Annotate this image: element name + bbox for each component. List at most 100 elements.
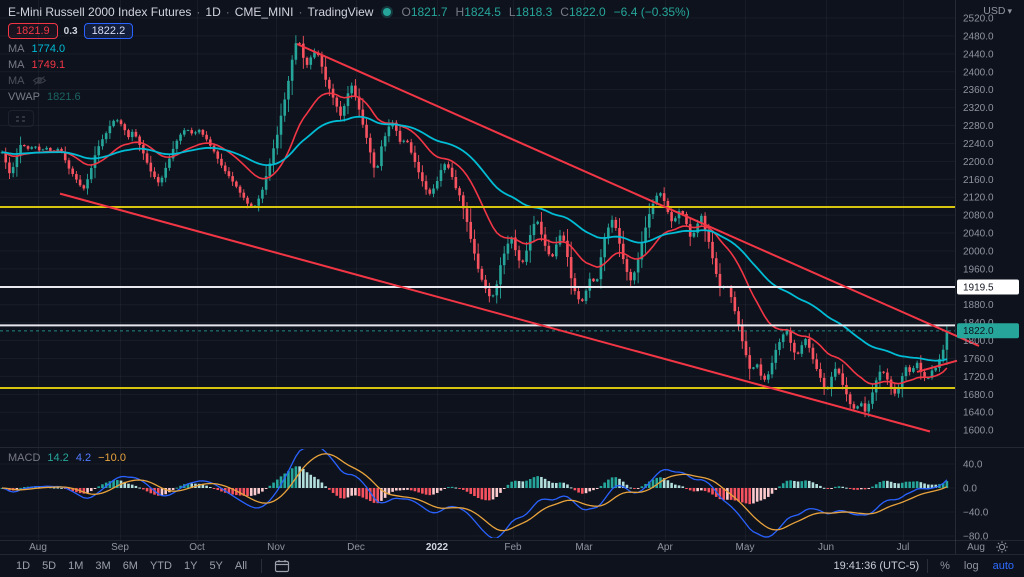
buy-button[interactable]: 1822.2 bbox=[83, 23, 134, 39]
price-axis-currency-selector[interactable]: USD ▾ bbox=[983, 5, 1012, 17]
ma-slow-line bbox=[1, 115, 948, 362]
macd-title: MACD bbox=[8, 452, 41, 464]
close-value: 1822.0 bbox=[568, 5, 606, 19]
toolbar-divider bbox=[261, 559, 263, 573]
svg-text:1800.0: 1800.0 bbox=[963, 336, 994, 347]
svg-text:0.0: 0.0 bbox=[963, 484, 977, 495]
range-button-ytd[interactable]: YTD bbox=[149, 560, 172, 572]
high-key: H bbox=[455, 5, 465, 19]
symbol-title-row[interactable]: E-Mini Russell 2000 Index Futures · 1D ·… bbox=[8, 5, 698, 19]
chevron-down-icon: ▾ bbox=[1007, 5, 1012, 16]
indicator-row-vwap[interactable]: VWAP 1821.6 bbox=[8, 90, 698, 103]
svg-text:Apr: Apr bbox=[657, 542, 673, 553]
indicator-value: 1749.1 bbox=[31, 58, 66, 71]
svg-text:Sep: Sep bbox=[111, 542, 129, 553]
exchange-label[interactable]: CME_MINI bbox=[234, 5, 294, 19]
svg-text:2480.0: 2480.0 bbox=[963, 31, 994, 42]
last-price-label: 1822.0 bbox=[957, 323, 1019, 339]
range-button-3m[interactable]: 3M bbox=[95, 560, 111, 572]
svg-text:Aug: Aug bbox=[29, 542, 47, 553]
svg-text:1880.0: 1880.0 bbox=[963, 300, 994, 311]
macd-hist-value: 14.2 bbox=[47, 452, 69, 464]
provider-label[interactable]: TradingView bbox=[307, 5, 374, 19]
svg-text:2120.0: 2120.0 bbox=[963, 193, 994, 204]
trendline-1[interactable] bbox=[59, 192, 931, 433]
macd-legend[interactable]: MACD 14.2 4.2 −10.0 bbox=[8, 452, 126, 464]
svg-text:2240.0: 2240.0 bbox=[963, 139, 994, 150]
range-button-5y[interactable]: 5Y bbox=[209, 560, 223, 572]
svg-text:Feb: Feb bbox=[504, 542, 522, 553]
svg-text:2400.0: 2400.0 bbox=[963, 67, 994, 78]
change-value: −6.4 (−0.35%) bbox=[613, 5, 690, 19]
svg-text:2040.0: 2040.0 bbox=[963, 229, 994, 240]
indicator-row-ma-hidden[interactable]: MA bbox=[8, 74, 698, 87]
svg-text:1720.0: 1720.0 bbox=[963, 372, 994, 383]
range-button-1y[interactable]: 1Y bbox=[183, 560, 198, 572]
svg-text:2520.0: 2520.0 bbox=[963, 14, 994, 25]
bottom-toolbar: 1D 5D 1M 3M 6M YTD 1Y 5Y All 19:41:36 (UTC-5) % … bbox=[0, 554, 1024, 577]
svg-text:Dec: Dec bbox=[347, 542, 365, 553]
time-axis-settings-icon[interactable] bbox=[996, 541, 1008, 553]
svg-text:Aug: Aug bbox=[967, 542, 985, 553]
high-value: 1824.5 bbox=[464, 5, 501, 19]
svg-text:Jun: Jun bbox=[818, 542, 834, 553]
svg-text:2280.0: 2280.0 bbox=[963, 121, 994, 132]
macd-line bbox=[1, 449, 948, 538]
interval-label[interactable]: 1D bbox=[205, 5, 221, 19]
svg-text:2000.0: 2000.0 bbox=[963, 246, 994, 257]
indicator-actions-button[interactable] bbox=[8, 110, 34, 127]
sell-button[interactable]: 1821.9 bbox=[8, 23, 58, 39]
svg-text:Nov: Nov bbox=[267, 542, 285, 553]
price-axis-labels[interactable]: 2520.0 2480.0 2440.0 2400.0 2360.0 2320.0 2280… bbox=[963, 14, 994, 543]
toolbar-right-group: 19:41:36 (UTC-5) % log auto bbox=[834, 559, 1014, 573]
svg-text:−40.0: −40.0 bbox=[963, 508, 989, 519]
indicator-label: MA bbox=[8, 42, 25, 55]
range-buttons-group: 1D 5D 1M 3M 6M YTD 1Y 5Y All bbox=[10, 559, 294, 573]
auto-scale-button[interactable]: auto bbox=[992, 560, 1014, 572]
range-button-6m[interactable]: 6M bbox=[122, 560, 138, 572]
chart-legend: E-Mini Russell 2000 Index Futures · 1D ·… bbox=[8, 5, 698, 127]
range-button-1m[interactable]: 1M bbox=[68, 560, 84, 572]
open-value: 1821.7 bbox=[410, 5, 448, 19]
indicator-label: MA bbox=[8, 74, 25, 87]
time-axis-labels[interactable]: Aug Sep Oct Nov Dec 2022 Feb Mar Apr May Jun Jul Aug bbox=[29, 542, 985, 553]
svg-text:2360.0: 2360.0 bbox=[963, 85, 994, 96]
title-separator: · bbox=[196, 5, 201, 19]
low-key: L bbox=[508, 5, 516, 19]
svg-text:2022: 2022 bbox=[426, 542, 449, 553]
indicator-row-ma-50[interactable]: MA 1774.0 bbox=[8, 42, 698, 55]
go-to-date-button[interactable] bbox=[270, 559, 294, 573]
range-button-all[interactable]: All bbox=[234, 560, 248, 572]
eye-off-icon[interactable] bbox=[32, 75, 47, 86]
range-button-1d[interactable]: 1D bbox=[16, 560, 31, 572]
svg-text:2200.0: 2200.0 bbox=[963, 157, 994, 168]
svg-text:Oct: Oct bbox=[189, 542, 205, 553]
title-separator: · bbox=[225, 5, 230, 19]
svg-text:Jul: Jul bbox=[897, 542, 910, 553]
macd-line-value: 4.2 bbox=[75, 452, 92, 464]
percent-scale-button[interactable]: % bbox=[940, 560, 950, 572]
market-status-icon bbox=[383, 8, 392, 16]
range-button-5d[interactable]: 5D bbox=[42, 560, 57, 572]
indicator-label: MA bbox=[8, 58, 25, 71]
log-scale-button[interactable]: log bbox=[963, 560, 979, 572]
open-key: O bbox=[401, 5, 411, 19]
svg-text:−80.0: −80.0 bbox=[963, 532, 989, 543]
toolbar-divider bbox=[927, 559, 929, 573]
clock-timezone-button[interactable]: 19:41:36 (UTC-5) bbox=[833, 560, 920, 572]
symbol-name[interactable]: E-Mini Russell 2000 Index Futures bbox=[8, 5, 192, 19]
trendline-2[interactable] bbox=[296, 43, 980, 347]
chart-canvas[interactable]: 2520.0 2480.0 2440.0 2400.0 2360.0 2320.0 2280… bbox=[0, 0, 1024, 554]
trendline-3[interactable] bbox=[916, 359, 958, 373]
svg-text:2080.0: 2080.0 bbox=[963, 211, 994, 222]
close-key: C bbox=[560, 5, 569, 19]
svg-text:1640.0: 1640.0 bbox=[963, 408, 994, 419]
svg-text:1600.0: 1600.0 bbox=[963, 426, 994, 437]
svg-text:May: May bbox=[736, 542, 755, 553]
level-price-label: 1919.5 bbox=[957, 279, 1019, 295]
svg-text:1960.0: 1960.0 bbox=[963, 264, 994, 275]
macd-histogram bbox=[0, 466, 949, 505]
indicator-row-ma-20[interactable]: MA 1749.1 bbox=[8, 58, 698, 71]
title-separator: · bbox=[298, 5, 303, 19]
